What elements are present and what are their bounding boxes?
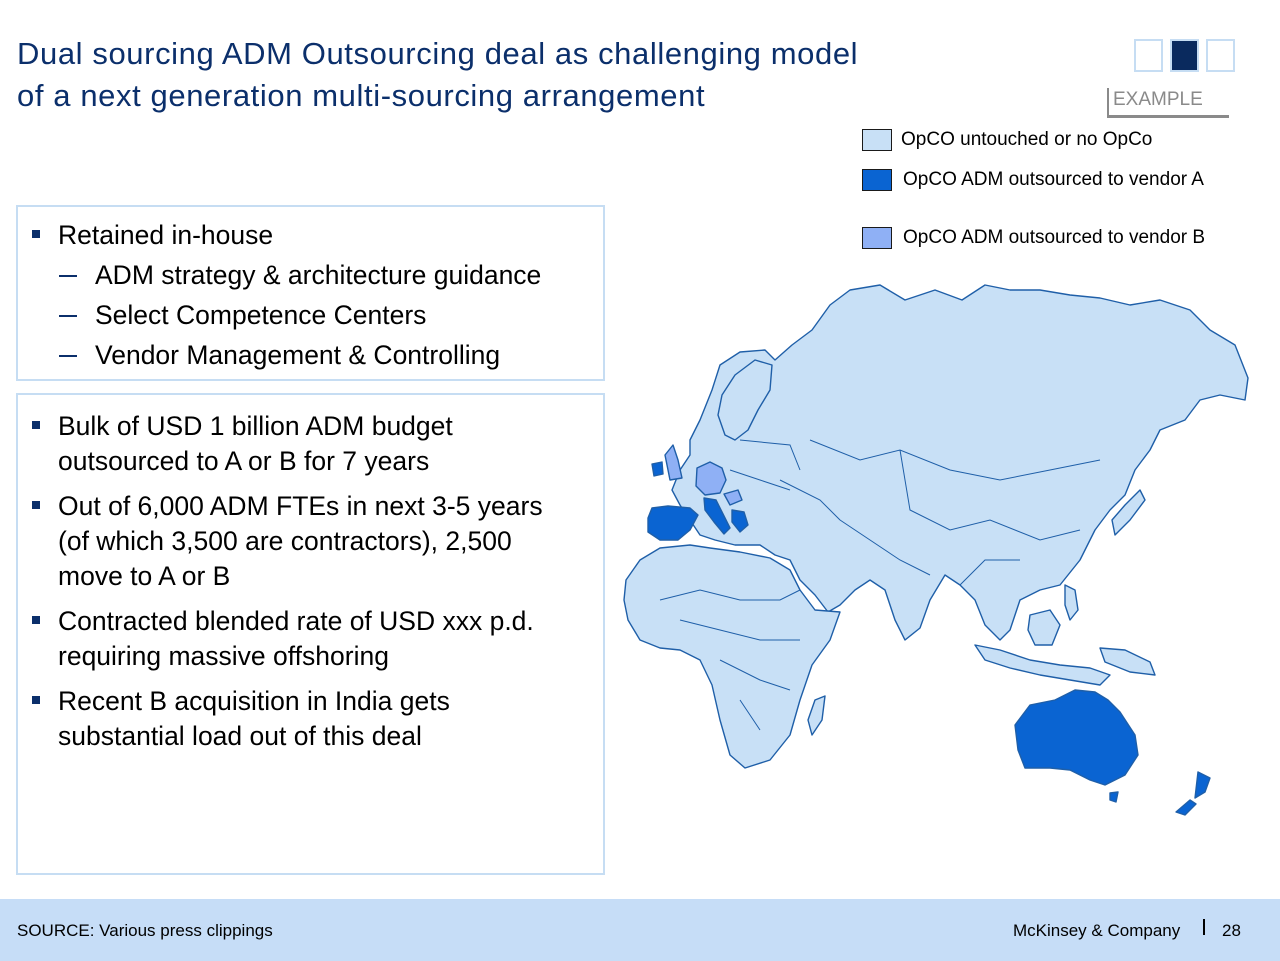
page-title: Dual sourcing ADM Outsourcing deal as ch…	[17, 33, 1017, 117]
sub-item-2: Select Competence Centers	[59, 298, 426, 333]
legend-swatch-vendor-b	[862, 227, 892, 249]
footer-bar: SOURCE: Various press clippings McKinsey…	[0, 899, 1280, 961]
map-region-madagascar	[807, 695, 826, 736]
map-region-uk	[664, 444, 683, 481]
dash-marker	[59, 355, 77, 357]
sub-item-2-text: Select Competence Centers	[95, 300, 427, 330]
map-borders-asia	[779, 439, 1101, 586]
map-region-new-zealand	[1175, 771, 1211, 816]
outsourcing-facts-box	[16, 393, 605, 875]
map-region-tasmania	[1109, 791, 1119, 803]
map-region-australia	[1014, 689, 1139, 786]
bullet-retained-text: Retained in-house	[58, 220, 274, 250]
section-tracker	[1134, 39, 1235, 72]
retained-in-house-box	[16, 205, 605, 381]
map-region-balkans	[731, 509, 749, 533]
bullet-retained: Retained in-house	[32, 218, 273, 253]
legend-label-vendor-b: OpCO ADM outsourced to vendor B	[903, 227, 1206, 248]
map-region-iberia	[647, 505, 699, 541]
bullet-rate: Contracted blended rate of USD xxx p.d. …	[32, 604, 534, 674]
legend-swatch-vendor-a	[862, 169, 892, 191]
map-region-germany	[695, 461, 727, 496]
footer-page-number: 28	[1222, 921, 1241, 940]
map-region-central-europe	[723, 489, 743, 506]
legend-item-untouched: OpCO untouched or no OpCo	[862, 129, 1152, 151]
map-region-italy	[703, 497, 731, 535]
title-line-2: of a next generation multi-sourcing arra…	[17, 78, 706, 113]
bullet-marker	[32, 696, 40, 704]
map-borders-europe	[729, 439, 801, 491]
map-region-philippines	[1064, 584, 1079, 621]
map-region-africa	[623, 544, 841, 769]
bullet-budget-line-2: outsourced to A or B for 7 years	[58, 446, 430, 476]
dash-marker	[59, 315, 77, 317]
bullet-marker	[32, 230, 40, 238]
dash-marker	[59, 275, 77, 277]
footer-source: SOURCE: Various press clippings	[17, 921, 273, 940]
tracker-square-2-active	[1170, 39, 1199, 72]
legend-item-vendor-b: OpCO ADM outsourced to vendor B	[862, 227, 1205, 249]
bullet-marker	[32, 501, 40, 509]
map-region-ireland	[651, 461, 664, 477]
sub-item-3: Vendor Management & Controlling	[59, 338, 500, 373]
tracker-square-3	[1206, 39, 1235, 72]
map-region-eurasia	[671, 284, 1249, 641]
sub-item-1-text: ADM strategy & architecture guidance	[95, 260, 542, 290]
bullet-ftes-line-3: move to A or B	[58, 561, 231, 591]
bullet-rate-line-1: Contracted blended rate of USD xxx p.d.	[58, 606, 534, 636]
bullet-ftes: Out of 6,000 ADM FTEs in next 3-5 years …	[32, 489, 543, 594]
bullet-acquisition-line-2: substantial load out of this deal	[58, 721, 422, 751]
footer-separator	[1203, 919, 1205, 935]
footer-firm: McKinsey & Company	[1013, 921, 1181, 940]
map-region-indonesia	[974, 644, 1111, 686]
title-line-1: Dual sourcing ADM Outsourcing deal as ch…	[17, 36, 859, 71]
tracker-square-1	[1134, 39, 1163, 72]
legend-item-vendor-a: OpCO ADM outsourced to vendor A	[862, 169, 1204, 191]
legend-label-untouched: OpCO untouched or no OpCo	[901, 129, 1153, 150]
sub-item-3-text: Vendor Management & Controlling	[95, 340, 501, 370]
map-region-scandinavia	[717, 359, 773, 441]
sub-item-1: ADM strategy & architecture guidance	[59, 258, 541, 293]
map-region-borneo	[1027, 609, 1061, 646]
bullet-marker	[32, 421, 40, 429]
bullet-marker	[32, 616, 40, 624]
bullet-budget: Bulk of USD 1 billion ADM budget outsour…	[32, 409, 453, 479]
bullet-budget-line-1: Bulk of USD 1 billion ADM budget	[58, 411, 453, 441]
map-borders-africa	[659, 589, 801, 731]
legend-swatch-untouched	[862, 129, 892, 151]
bullet-acquisition: Recent B acquisition in India gets subst…	[32, 684, 450, 754]
map-region-new-guinea	[1099, 647, 1156, 676]
bullet-acquisition-line-1: Recent B acquisition in India gets	[58, 686, 450, 716]
map-region-japan	[1111, 489, 1146, 536]
example-tag: EXAMPLE	[1107, 88, 1229, 118]
bullet-rate-line-2: requiring massive offshoring	[58, 641, 389, 671]
bullet-ftes-line-2: (of which 3,500 are contractors), 2,500	[58, 526, 512, 556]
legend-label-vendor-a: OpCO ADM outsourced to vendor A	[903, 169, 1204, 190]
bullet-ftes-line-1: Out of 6,000 ADM FTEs in next 3-5 years	[58, 491, 543, 521]
eurasia-africa-australia-map	[623, 284, 1249, 816]
